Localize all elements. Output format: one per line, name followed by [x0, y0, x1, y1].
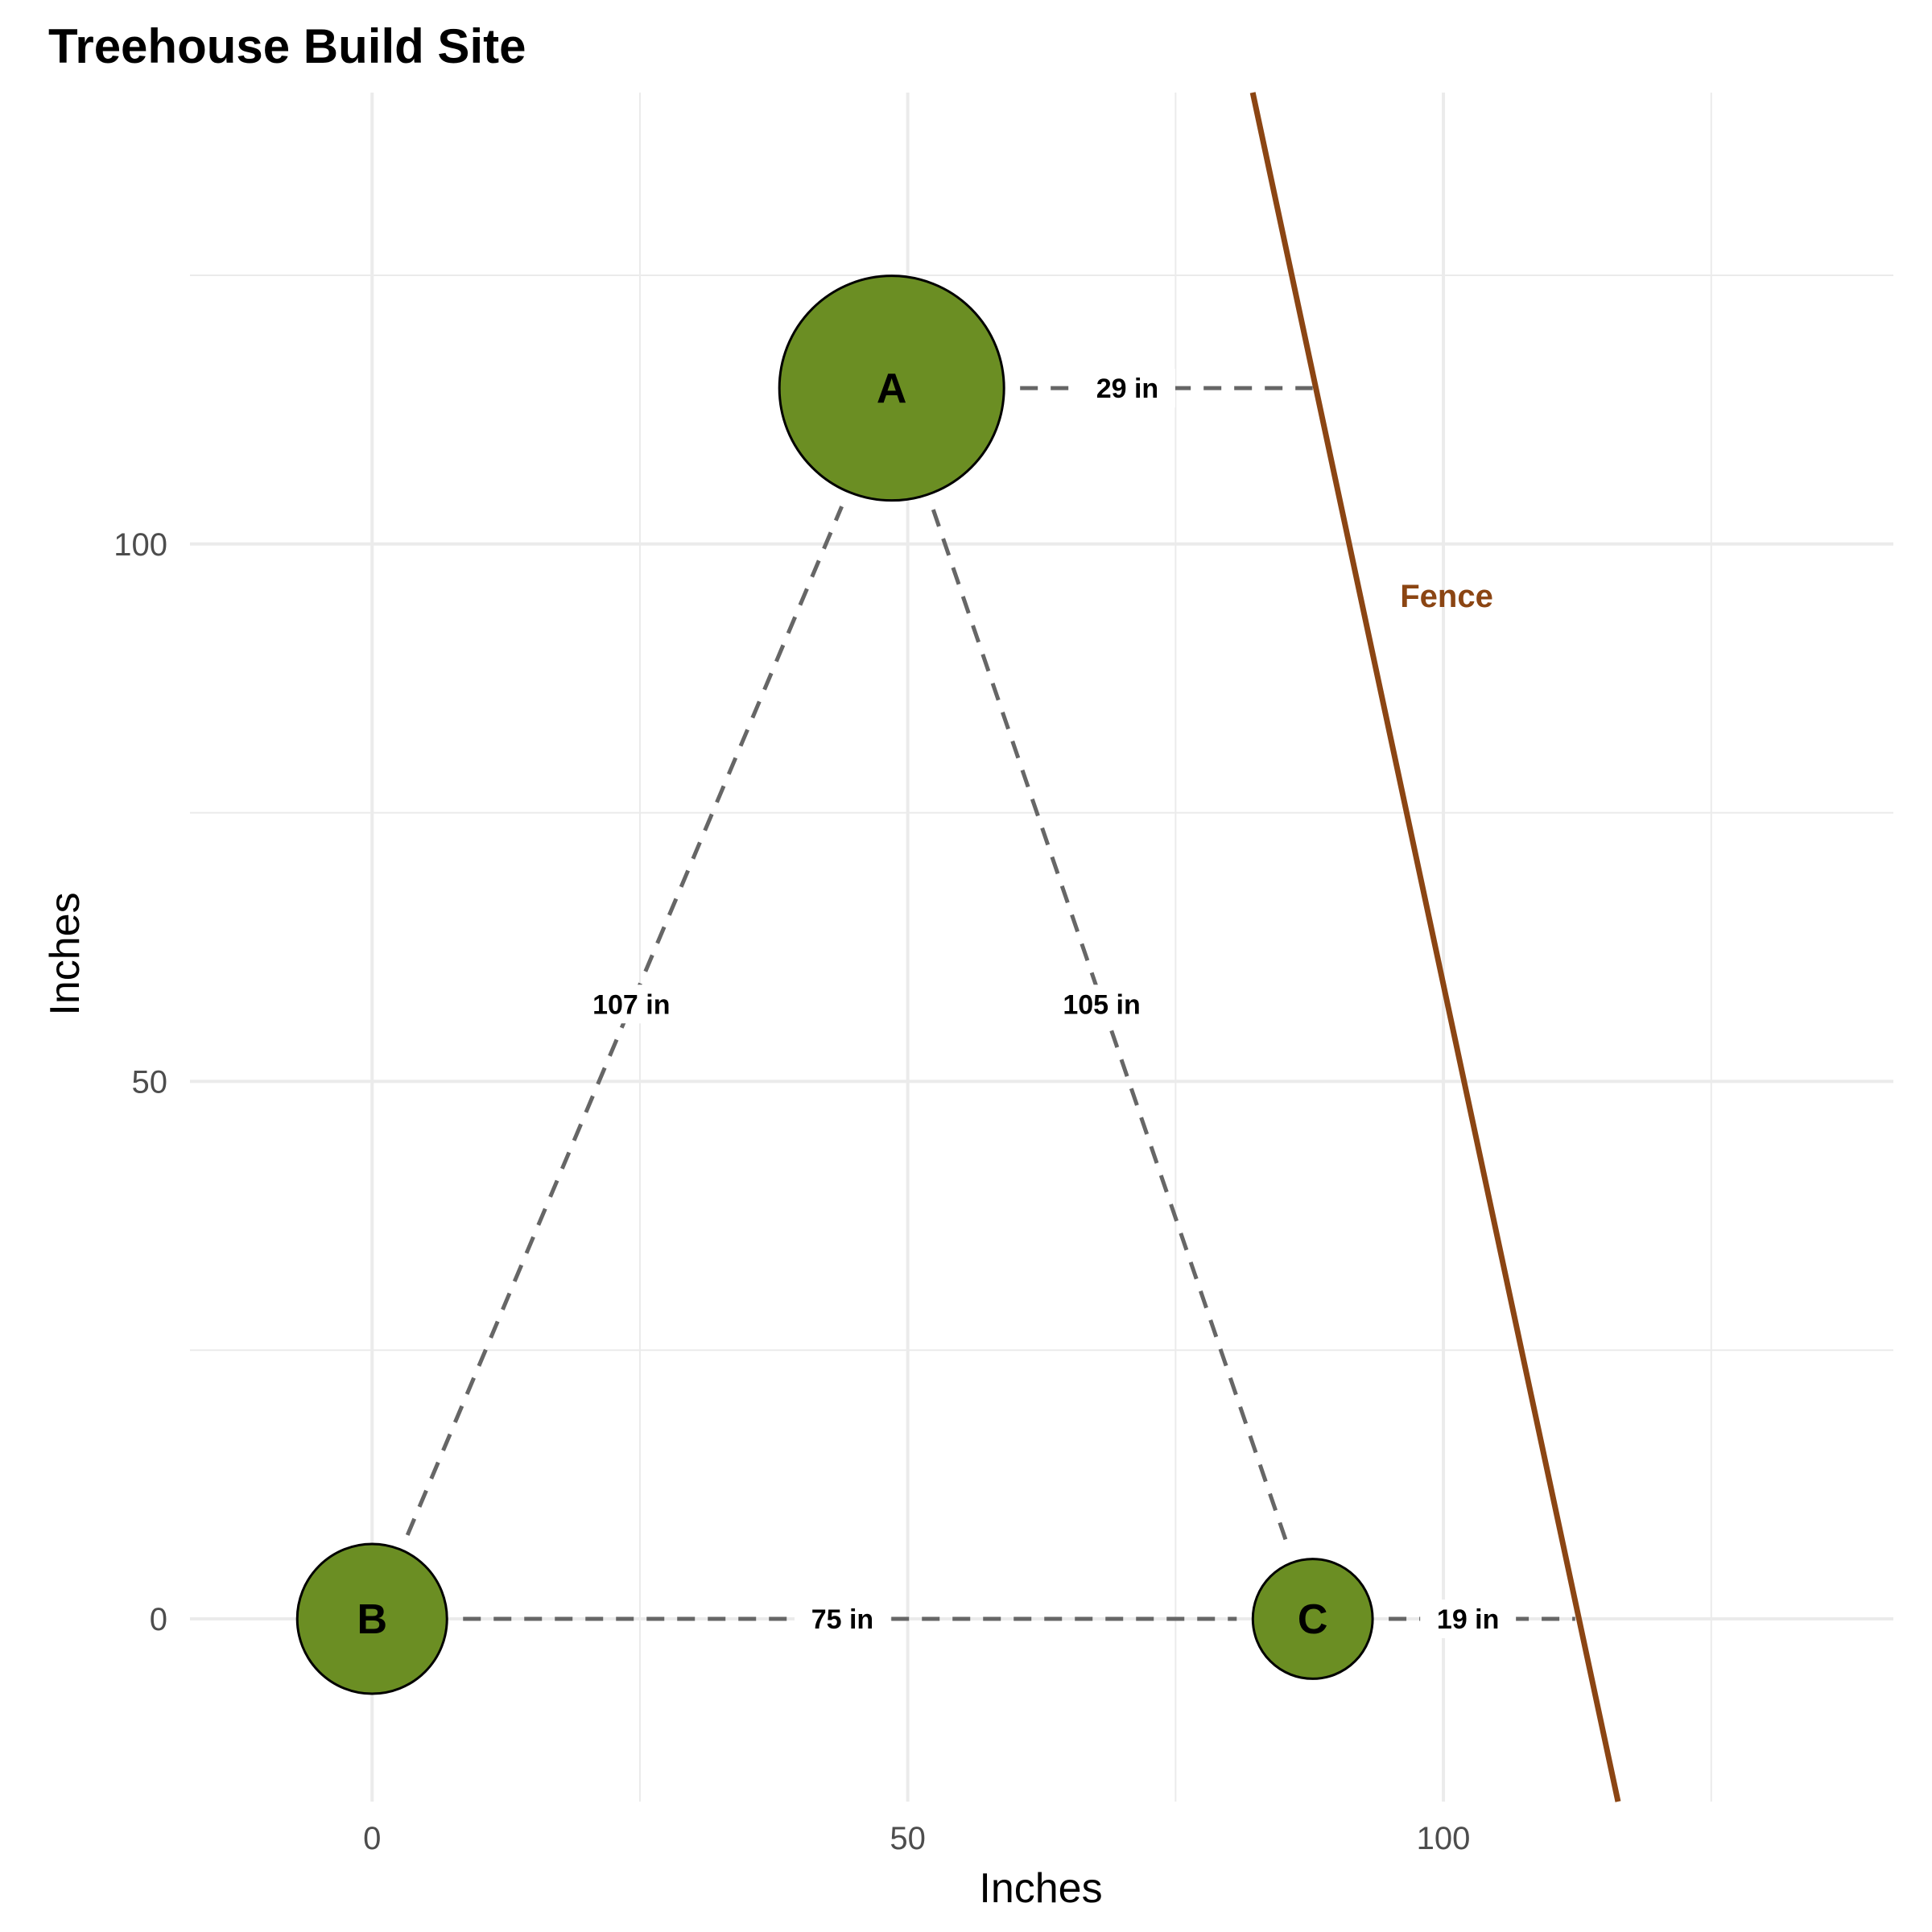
distance-label-bg [1079, 369, 1175, 408]
tree-c-point [1251, 1558, 1374, 1680]
grid-lines [190, 93, 1893, 1802]
distance-label-bg [794, 1600, 890, 1639]
distance-label: 29 in [1096, 374, 1158, 404]
tree-a-label: A [877, 365, 907, 412]
distance-labels: 107 in 105 in 75 in 29 in 19 in [575, 369, 1517, 1639]
tree-points: A B C [295, 275, 1374, 1695]
distance-label: 19 in [1437, 1604, 1499, 1635]
distance-label: 105 in [1063, 989, 1140, 1020]
fence-layer: Fence [1249, 92, 1621, 1802]
distance-label: 75 in [811, 1604, 873, 1635]
tree-b-label: B [357, 1596, 387, 1643]
x-tick-label: 100 [1417, 1821, 1471, 1856]
distance-line [931, 509, 1290, 1548]
distance-label-bg [575, 985, 688, 1024]
tree-b-point [295, 1542, 448, 1695]
y-axis-tick-labels: 0 50 100 [114, 527, 167, 1637]
x-tick-label: 0 [363, 1821, 381, 1856]
chart-title: Treehouse Build Site [48, 19, 526, 73]
distance-label-bg [1420, 1600, 1517, 1639]
tree-c-label: C [1298, 1596, 1328, 1643]
fence-label: Fence [1400, 579, 1493, 614]
x-tick-label: 50 [890, 1821, 926, 1856]
fence-line [1249, 92, 1621, 1802]
x-axis-title: Inches [979, 1865, 1102, 1912]
distance-label: 107 in [592, 989, 670, 1020]
y-tick-label: 100 [114, 527, 167, 563]
y-tick-label: 0 [150, 1602, 167, 1637]
y-tick-label: 50 [132, 1064, 168, 1100]
distance-label-bg [1045, 985, 1158, 1024]
tree-a-point [778, 275, 1005, 502]
y-axis-title: Inches [42, 892, 89, 1015]
x-axis-tick-labels: 0 50 100 [363, 1821, 1470, 1856]
